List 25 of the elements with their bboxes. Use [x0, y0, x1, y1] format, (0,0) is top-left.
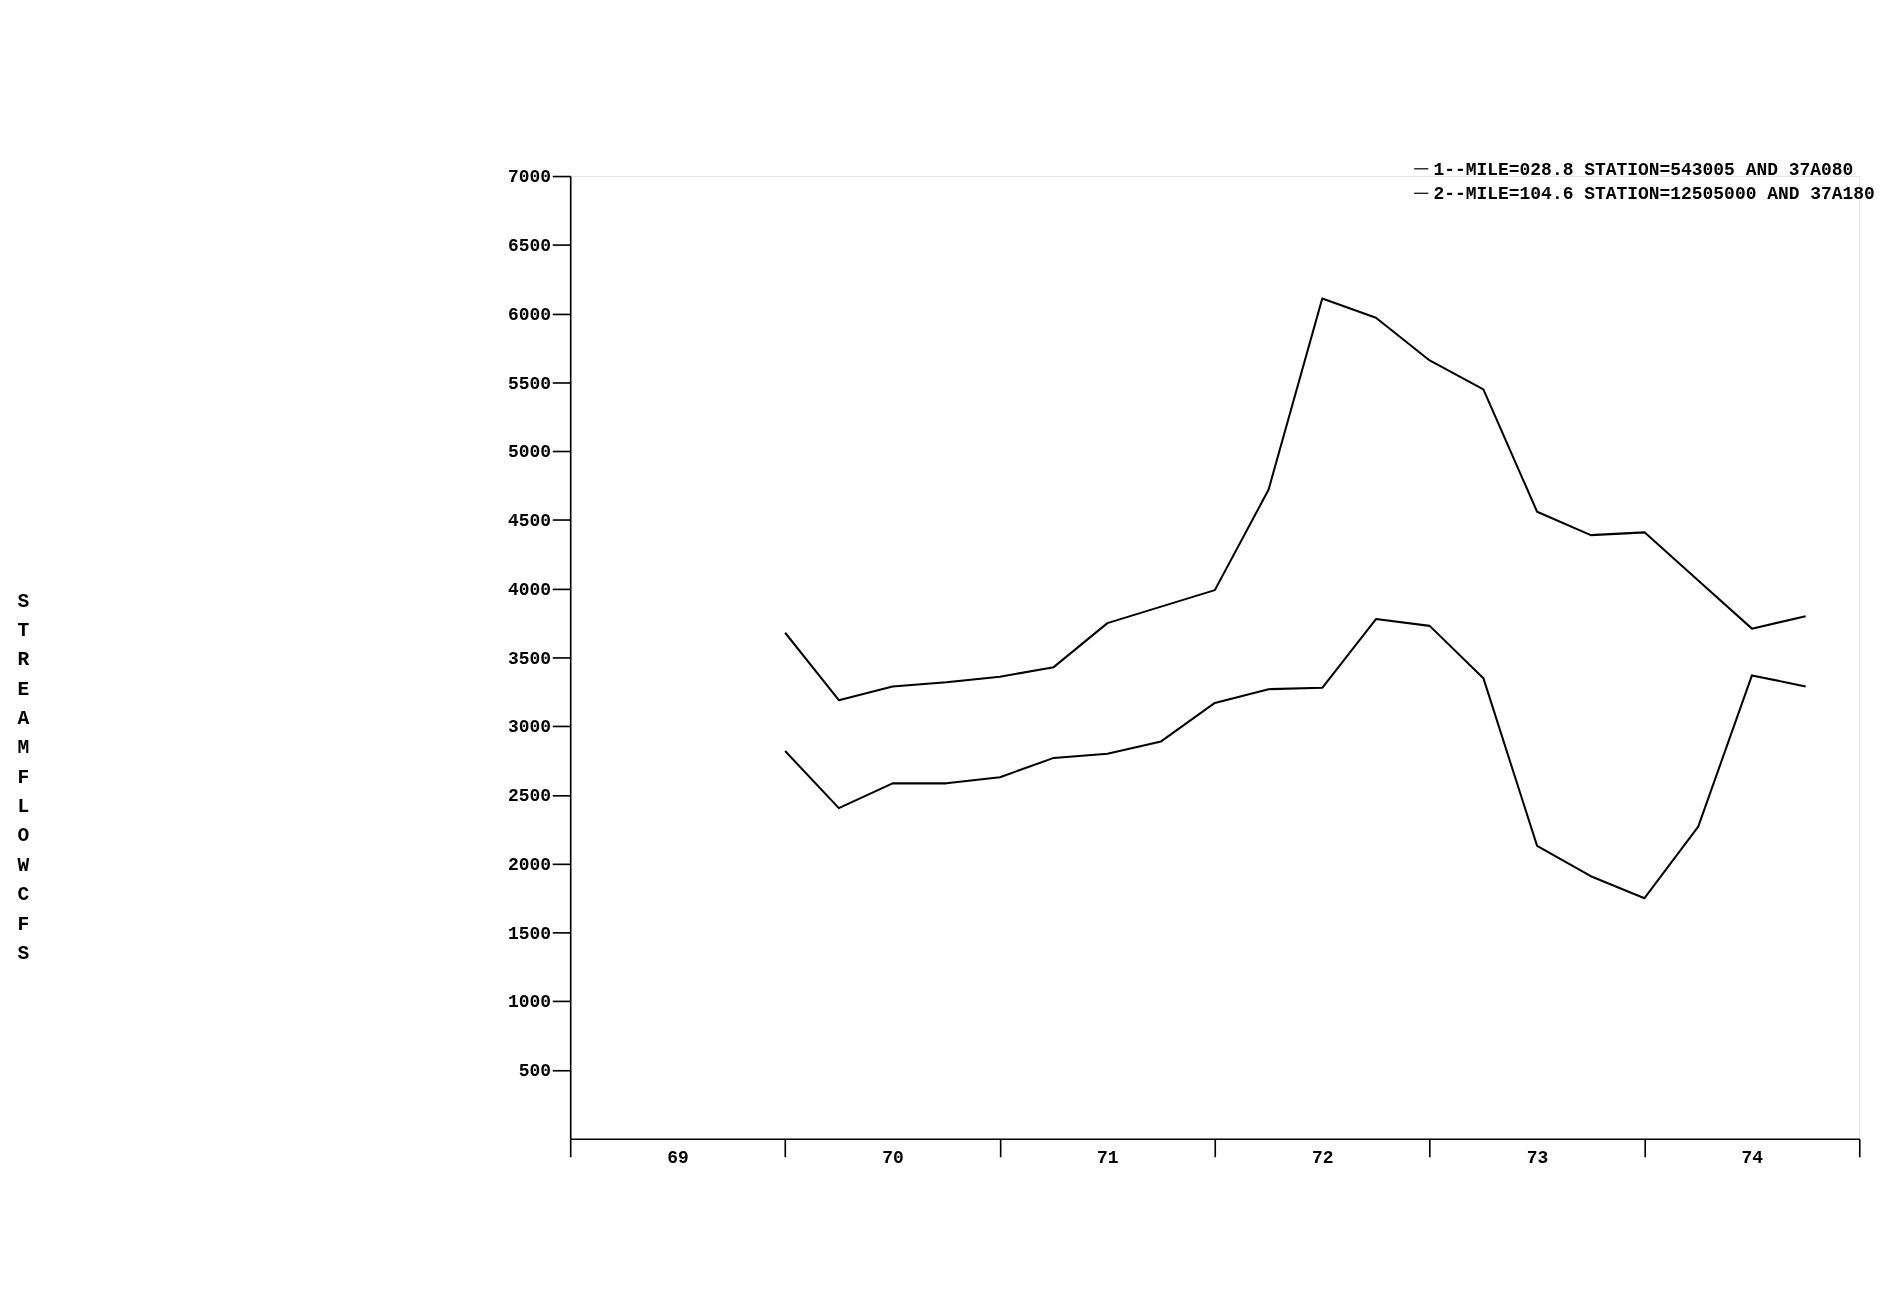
y-tick-label: 1500 [508, 923, 552, 944]
y-tick-label: 6500 [508, 236, 552, 257]
x-tick-label: 74 [1741, 1147, 1764, 1168]
y-tick-label: 4000 [508, 579, 552, 600]
legend-label: 2--MILE=104.6 STATION=12505000 AND 37A180 [1433, 184, 1875, 204]
y-tick-label: 500 [518, 1061, 552, 1082]
x-tick-label: 69 [667, 1147, 689, 1168]
text: STREAM FLOW CFS [17, 590, 30, 965]
y-tick-label: 7000 [508, 167, 552, 188]
y-tick-label: 3500 [508, 648, 552, 669]
x-tick-label: 72 [1311, 1147, 1334, 1168]
y-tick-label: 1000 [508, 992, 552, 1013]
y-tick-label: 2000 [508, 854, 552, 875]
line-series [784, 617, 1807, 900]
x-tick-label: 73 [1526, 1147, 1549, 1168]
y-tick-label: 5000 [508, 442, 552, 463]
x-tick-label: 70 [882, 1147, 904, 1168]
y-tick-label: 6000 [508, 304, 552, 325]
y-tick-label: 5500 [508, 373, 552, 394]
x-tick-label: 71 [1097, 1147, 1119, 1168]
y-tick-label: 3000 [508, 717, 552, 738]
y-tick-label: 4500 [508, 511, 552, 532]
y-tick-label: 2500 [508, 786, 552, 807]
legend-label: 1--MILE=028.8 STATION=543005 AND 37A080 [1433, 159, 1854, 180]
line-series [784, 297, 1807, 702]
